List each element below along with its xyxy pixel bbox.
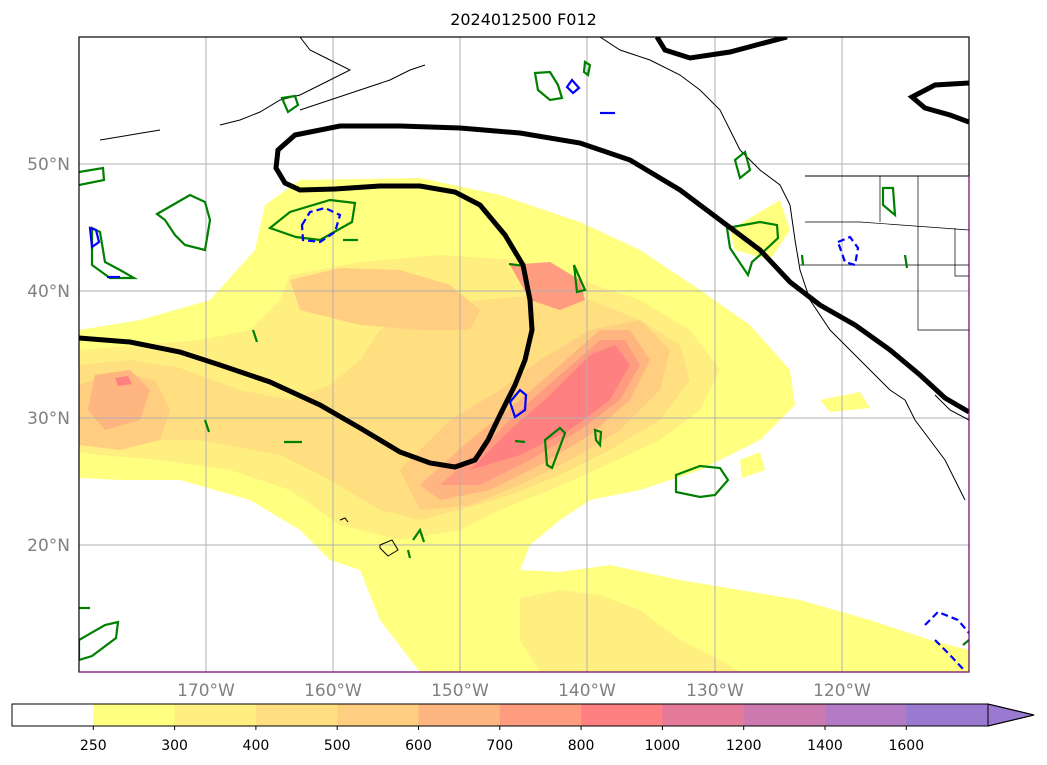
lon-label-140w: 140°W xyxy=(558,681,616,701)
lat-labels: 20°N 30°N 40°N 50°N xyxy=(27,155,70,556)
colorbar-tick-label: 800 xyxy=(568,738,595,754)
alaska-coast xyxy=(99,37,426,141)
colorbar-extend-arrow xyxy=(987,703,1035,727)
colorbar-tick-label: 500 xyxy=(324,738,351,754)
fill-level-250d xyxy=(740,452,765,478)
fill-level-250b xyxy=(730,200,790,260)
us-west-coast xyxy=(789,204,906,401)
lon-label-160w: 160°W xyxy=(304,681,362,701)
colorbar-tick-label: 1400 xyxy=(807,738,843,754)
blue-contours xyxy=(88,78,969,671)
colorbar-swatch xyxy=(662,704,745,726)
colorbar-swatches xyxy=(12,704,989,726)
fill-level-800 xyxy=(470,345,630,470)
map-area xyxy=(79,37,969,672)
fill-level-600b xyxy=(88,370,150,430)
colorbar-swatch xyxy=(418,704,501,726)
colorbar-tick-label: 1600 xyxy=(888,738,924,754)
heavy-contour-north xyxy=(654,37,788,61)
bc-coast xyxy=(739,149,791,206)
colorbar-swatch xyxy=(825,704,907,726)
fill-level-500c xyxy=(290,268,480,330)
graticule xyxy=(79,37,969,672)
colorbar-tick-label: 400 xyxy=(243,738,270,754)
colorbar-swatch xyxy=(337,704,419,726)
colorbar-swatch xyxy=(743,704,826,726)
lat-label-30n: 30°N xyxy=(27,409,70,429)
coastlines xyxy=(99,37,969,557)
lon-label-150w: 150°W xyxy=(431,681,489,701)
colorbar-outline xyxy=(11,703,1035,727)
colorbar-swatch xyxy=(255,704,338,726)
lat-label-50n: 50°N xyxy=(27,155,70,175)
colorbar-swatch xyxy=(906,704,989,726)
fill-level-800b xyxy=(115,376,132,386)
green-contours xyxy=(79,60,969,662)
filled-contours xyxy=(79,178,969,672)
lon-labels: 170°W 160°W 150°W 140°W 130°W 120°W xyxy=(177,681,871,701)
colorbar-swatch xyxy=(174,704,257,726)
fill-level-700b xyxy=(510,262,585,310)
colorbar-swatch xyxy=(581,704,663,726)
colorbar-tick-label: 1200 xyxy=(726,738,762,754)
colorbar-swatch xyxy=(499,704,582,726)
colorbar-swatch xyxy=(93,704,176,726)
lat-label-40n: 40°N xyxy=(27,282,70,302)
alaska-panhandle-coast xyxy=(599,37,741,151)
fill-level-300b xyxy=(520,590,740,672)
hawaii xyxy=(339,517,399,557)
colorbar-tick-label: 700 xyxy=(486,738,513,754)
heavy-contour-main xyxy=(79,123,969,470)
lon-label-130w: 130°W xyxy=(686,681,744,701)
colorbar-tick-label: 250 xyxy=(80,738,107,754)
baja-coast xyxy=(904,399,966,501)
lon-label-170w: 170°W xyxy=(177,681,235,701)
colorbar-tick-label: 1000 xyxy=(645,738,681,754)
map-title: 2024012500 F012 xyxy=(450,10,597,29)
colorbar-tick-label: 600 xyxy=(405,738,432,754)
colorbar-swatch xyxy=(12,704,94,726)
fill-level-250c xyxy=(820,392,870,412)
colorbar: 250 300 400 500 600 700 800 1000 1200 1400 1600 xyxy=(11,703,1035,754)
colorbar-ticks: 250 300 400 500 600 700 800 1000 1200 1400 1600 xyxy=(80,726,924,754)
lat-label-20n: 20°N xyxy=(27,536,70,556)
colorbar-tick-label: 300 xyxy=(161,738,188,754)
heavy-contour-northeast xyxy=(907,80,969,125)
state-borders xyxy=(800,176,969,331)
heavy-contours xyxy=(79,37,969,470)
mexico-coast xyxy=(934,394,969,421)
lon-label-120w: 120°W xyxy=(813,681,871,701)
